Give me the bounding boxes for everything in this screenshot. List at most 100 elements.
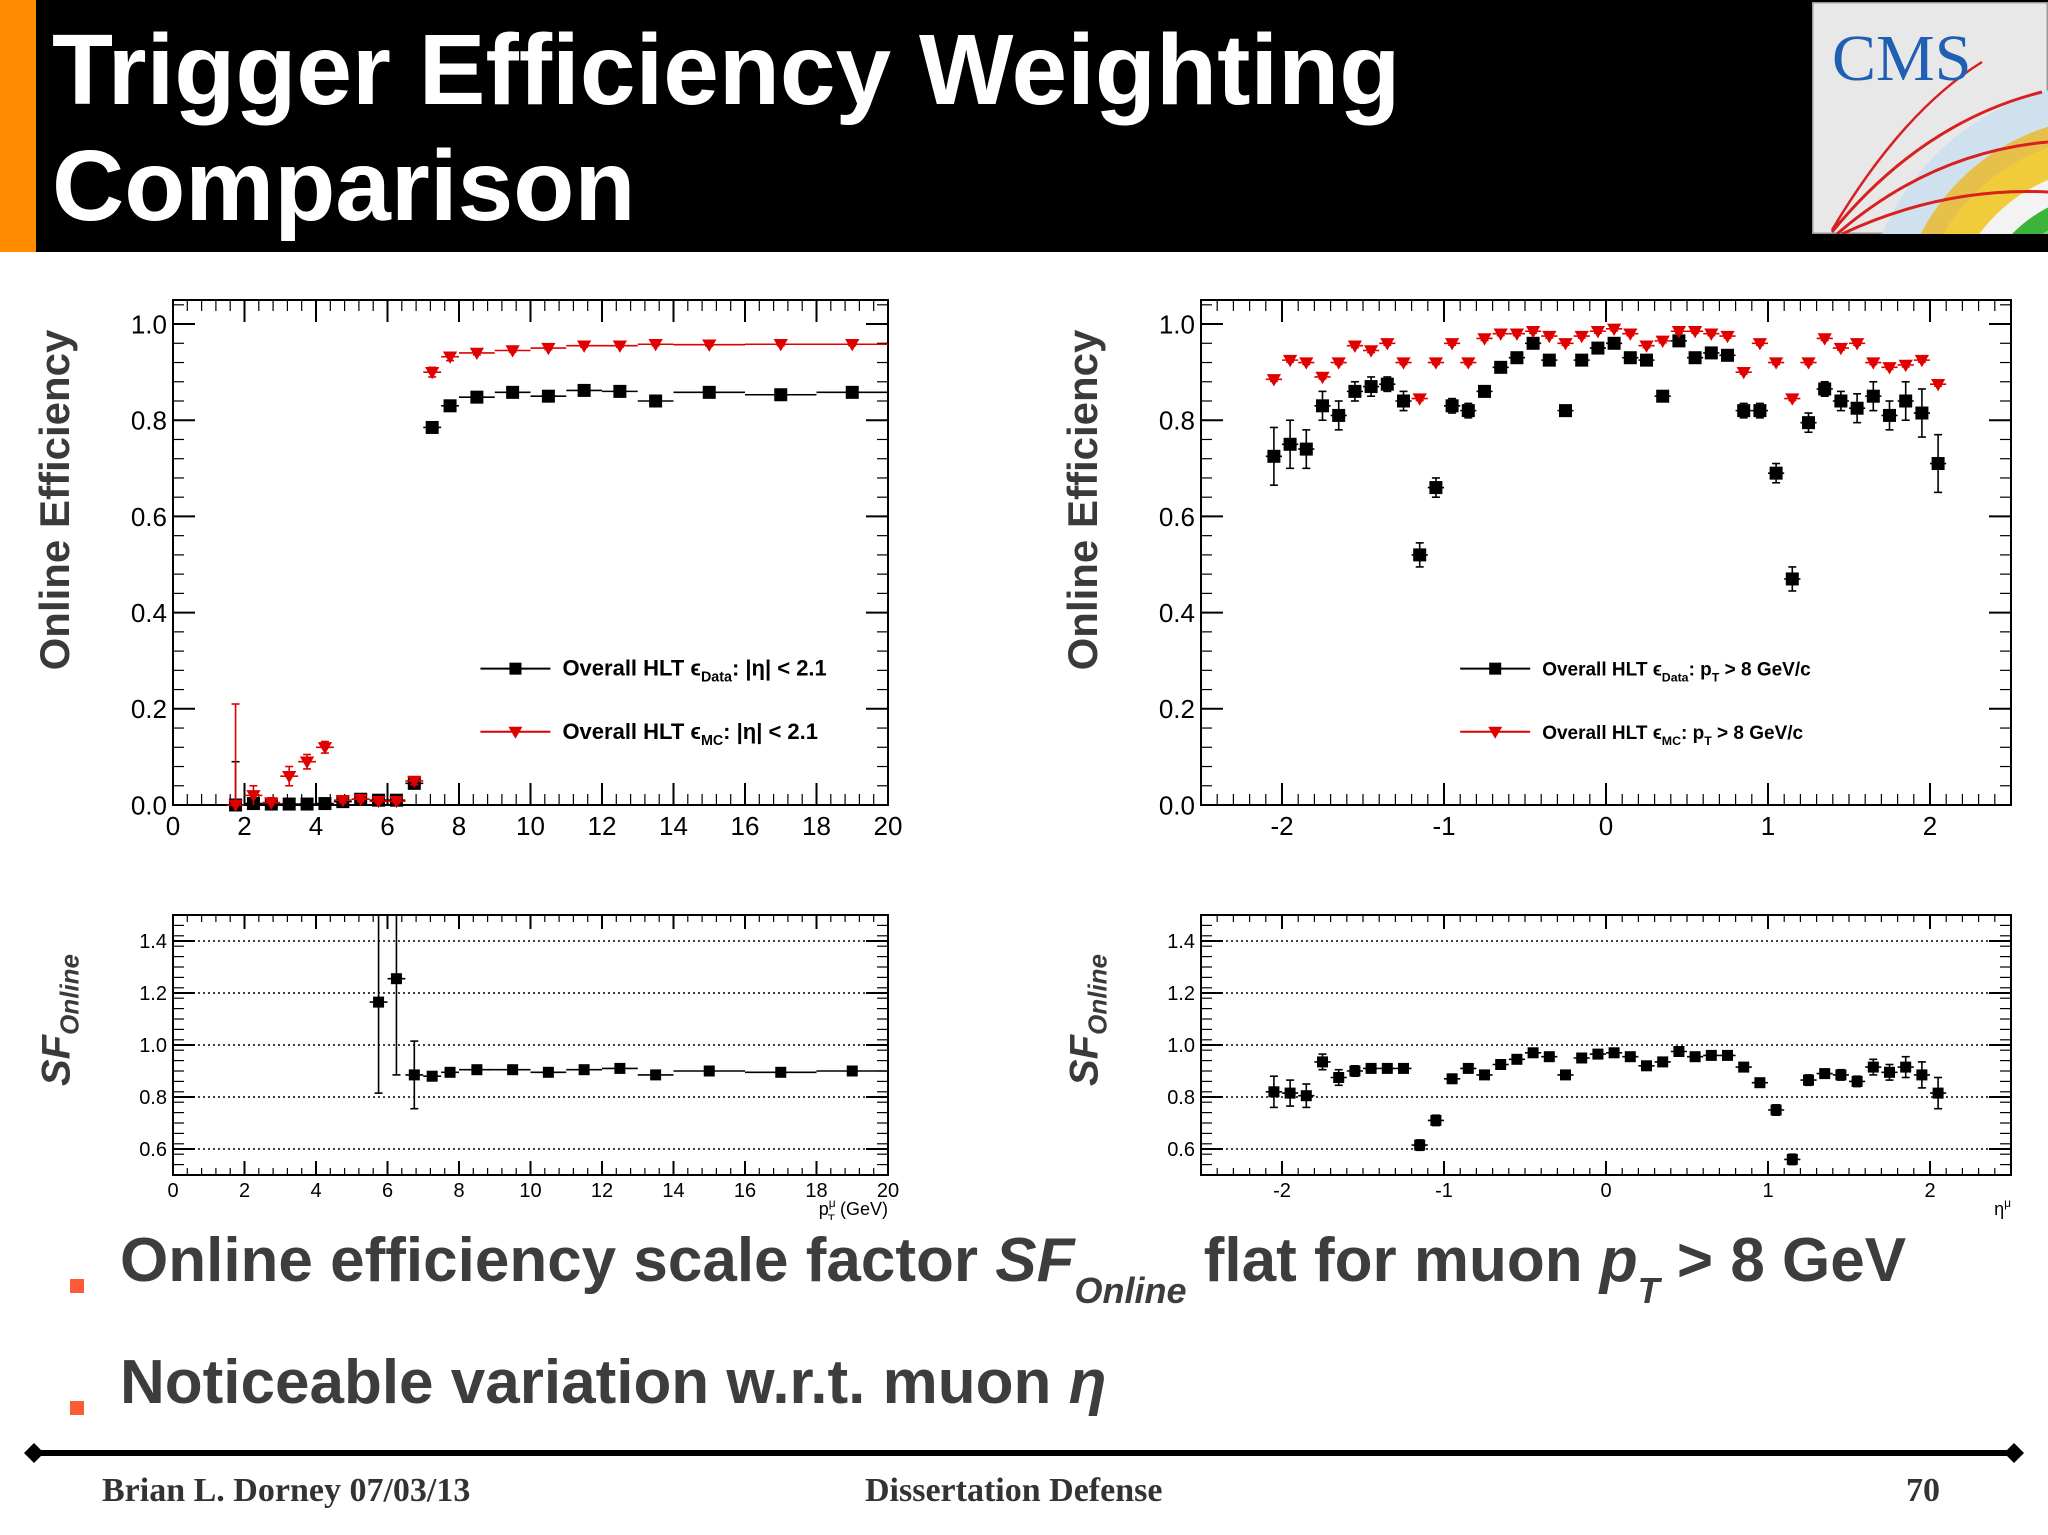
eff-eta-point-marker <box>1509 328 1525 341</box>
sf-eta-ylabel-sub: Online <box>1082 953 1113 1035</box>
sf-pt-point-marker <box>471 1064 483 1076</box>
sf-pt-series-0-point <box>405 1040 424 1110</box>
eff-eta-series-0-point <box>1492 360 1509 374</box>
eff-eta-series-0-point <box>1589 341 1606 355</box>
eff-eta-series-1-point <box>1638 340 1655 353</box>
sf-eta-ytick-label: 1.2 <box>1167 983 1195 1005</box>
cms-logo-text: CMS <box>1832 22 1971 95</box>
eff-eta-point-marker <box>1397 394 1410 408</box>
eff-eta-point-marker <box>1688 351 1702 365</box>
footer-page-number: 70 <box>1906 1472 1940 1509</box>
sf-eta-point-marker <box>1754 1077 1766 1089</box>
sf-eta-xlabel-main: η <box>1994 1199 2004 1219</box>
sf-eta-series-0-point <box>1411 1139 1428 1152</box>
eff-pt-point-marker <box>648 339 663 352</box>
eff-eta-point-marker <box>1591 341 1605 355</box>
eff-eta-ylabel: Online Efficiency <box>1048 290 1118 710</box>
eff-pt-xtick-label: 0 <box>166 811 180 841</box>
eff-eta-legend-label-sub2: T <box>1704 734 1712 748</box>
eff-pt-point-marker <box>845 385 859 399</box>
eff-eta-point-marker <box>1736 366 1751 380</box>
sf-pt-series-0-point <box>387 915 406 1076</box>
eff-eta-point-marker <box>1623 328 1638 341</box>
sf-eta-series-0-point <box>1913 1061 1930 1089</box>
eff-pt-series-1-point <box>316 740 334 755</box>
sf-eta-point-marker <box>1608 1047 1620 1059</box>
eff-eta-series-1-point <box>1816 333 1833 346</box>
eff-eta-legend-label-suffix: : p <box>1689 660 1712 681</box>
sf-eta-series-0-point <box>1427 1114 1444 1127</box>
eff-pt-point-marker <box>613 384 627 398</box>
eff-eta-point-marker <box>1429 481 1443 495</box>
eff-eta-series-0-point <box>1654 389 1671 403</box>
eff-eta-legend-marker <box>1489 662 1502 675</box>
eff-eta-series-1-point <box>1282 354 1299 368</box>
eff-eta-series-0-point <box>1638 353 1655 367</box>
sf-eta-series-0-point <box>1622 1051 1639 1063</box>
sf-eta-ytick-label: 1.0 <box>1167 1035 1195 1057</box>
eff-pt-ytick-label: 0.6 <box>131 502 167 532</box>
eff-eta-series-1-point <box>1897 359 1914 373</box>
eff-pt-legend-entry: Overall HLT ϵData: |η| < 2.1 <box>480 656 827 686</box>
eff-pt-series-1-point <box>387 795 406 809</box>
scale-factor-vs-eta-plot: -2 -1 0 1 2 0.6 0.8 1.0 1.2 1.4 ημ <box>1167 914 2012 1219</box>
sf-eta-series-0-point <box>1930 1076 1947 1110</box>
sf-pt-xlabel-main: p <box>819 1199 829 1219</box>
eff-pt-series-1-point <box>637 339 674 352</box>
sf-pt-ylabel-sub: Online <box>54 953 85 1035</box>
sf-eta-xlabel-sup: μ <box>2004 1196 2011 1210</box>
eff-pt-legend-label-main: Overall HLT ϵ <box>562 656 701 681</box>
sf-eta-ytick-label: 1.4 <box>1167 931 1195 953</box>
eff-pt-series-0-point <box>298 797 316 811</box>
eff-eta-point-marker <box>1623 351 1637 365</box>
eff-eta-series-0-point <box>1849 392 1866 424</box>
eff-eta-ylabel-text: Online Efficiency <box>1059 329 1106 671</box>
eff-pt-point-marker <box>282 797 296 811</box>
sf-eta-series-0-point <box>1557 1069 1574 1081</box>
bullet-marker <box>70 1401 84 1415</box>
eff-pt-series-1-point <box>459 347 495 361</box>
eff-eta-point-marker <box>1348 384 1362 398</box>
eff-eta-point-marker <box>1494 360 1508 374</box>
eff-pt-point-marker <box>443 399 457 413</box>
slide-title-line-1: Trigger Efficiency Weighting <box>52 14 1401 126</box>
scale-factor-vs-pt-plot: 0 2 4 6 8 10 12 14 16 18 20 0.6 0.8 1.0 1.2 1.4 pμ T (GeV… <box>139 914 899 1220</box>
eff-pt-xtick-label: 14 <box>659 811 688 841</box>
eff-eta-legend-label: Overall HLT ϵData: pT > 8 GeV/c <box>1542 660 1811 685</box>
eff-eta-series-0-point <box>1444 397 1461 414</box>
eff-eta-legend-label-main: Overall HLT ϵ <box>1542 723 1662 744</box>
eff-eta-series-0-point <box>1363 376 1380 397</box>
eff-eta-point-marker <box>1461 357 1476 370</box>
eff-pt-series-1-point <box>244 784 263 805</box>
eff-pt-point-marker <box>353 794 368 807</box>
sf-eta-point-marker <box>1414 1139 1426 1151</box>
header-accent-bar <box>0 0 36 252</box>
sf-eta-series-0-point <box>1719 1049 1736 1061</box>
eff-eta-series-0-point <box>1784 566 1801 592</box>
eff-eta-point-marker <box>1785 572 1799 586</box>
efficiency-vs-pt-plot: 0 2 4 6 8 10 12 14 16 18 20 0.0 0.2 0.4 0.6 0.8 1.0 Overa… <box>131 299 902 841</box>
eff-pt-series-1-point <box>262 796 281 810</box>
eff-eta-point-marker <box>1315 371 1330 385</box>
eff-eta-point-marker <box>1802 416 1815 430</box>
sf-eta-point-marker <box>1592 1048 1604 1060</box>
eff-eta-series-1-point <box>1849 338 1866 351</box>
eff-eta-point-marker <box>1704 346 1718 360</box>
eff-pt-point-marker <box>470 390 484 404</box>
eff-eta-series-0-point <box>1427 477 1444 498</box>
eff-eta-series-0-point <box>1508 351 1525 365</box>
eff-eta-legend-entry: Overall HLT ϵData: pT > 8 GeV/c <box>1460 660 1811 685</box>
eff-eta-series-0-point <box>1913 388 1930 438</box>
slide-title: Trigger Efficiency Weighting Comparison <box>52 12 1752 244</box>
eff-pt-point-marker <box>246 790 261 803</box>
eff-pt-point-marker <box>541 342 556 356</box>
sf-eta-series-0-point <box>1444 1073 1461 1085</box>
sf-eta-xtick-label: 0 <box>1600 1180 1611 1202</box>
eff-eta-ytick-label: 0.8 <box>1159 406 1195 436</box>
eff-eta-series-1-point <box>1330 357 1347 370</box>
eff-eta-series-1-point <box>1719 330 1736 344</box>
sf-pt-series-0-point <box>566 1064 602 1076</box>
eff-eta-point-marker <box>1444 338 1460 351</box>
sf-eta-point-marker <box>1446 1073 1458 1085</box>
eff-pt-point-marker <box>282 770 297 784</box>
